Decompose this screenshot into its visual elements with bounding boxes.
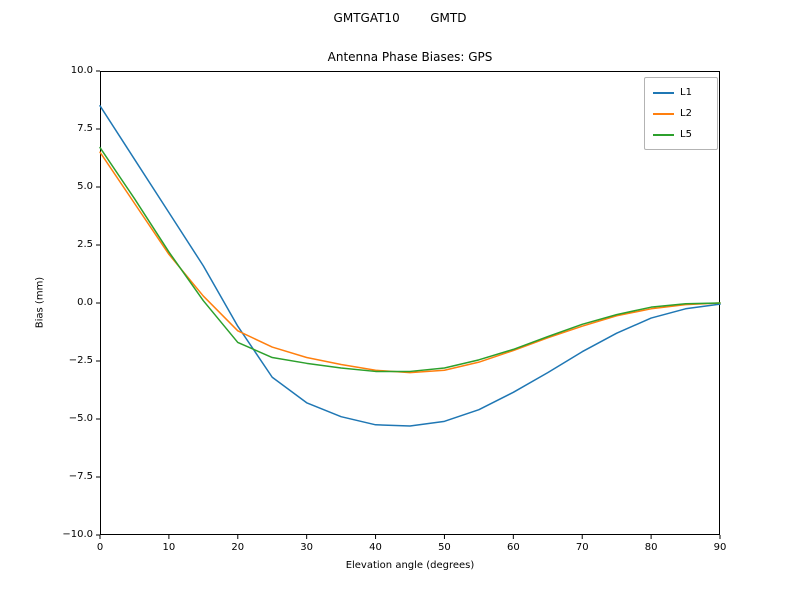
legend-label-l5: L5 bbox=[680, 128, 692, 140]
x-tick-label: 20 bbox=[231, 542, 245, 553]
y-tick-label: −10.0 bbox=[62, 529, 93, 540]
x-tick-label: 50 bbox=[438, 542, 451, 553]
x-tick-label: 0 bbox=[96, 542, 104, 553]
legend-line-swatch-l2 bbox=[653, 112, 674, 115]
figure-suptitle: GMTGAT10 GMTD bbox=[333, 11, 467, 25]
y-tick-label: 7.5 bbox=[77, 123, 93, 134]
series-line-l1 bbox=[99, 105, 721, 427]
y-tick-label: 5.0 bbox=[77, 181, 93, 192]
y-tick-label: 2.5 bbox=[77, 239, 93, 250]
legend-item-l1: L1 bbox=[645, 82, 717, 103]
chart-title: Antenna Phase Biases: GPS bbox=[327, 50, 493, 64]
x-tick-label: 60 bbox=[506, 542, 520, 553]
y-tick-label: 0.0 bbox=[77, 297, 93, 308]
legend-line-swatch-l5 bbox=[653, 133, 674, 136]
x-tick-label: 40 bbox=[369, 542, 382, 553]
y-tick-label: −7.5 bbox=[68, 471, 93, 482]
x-tick-label: 10 bbox=[162, 542, 176, 553]
y-tick-label: −2.5 bbox=[68, 355, 93, 366]
x-tick-label: 90 bbox=[713, 542, 727, 553]
x-tick-label: 70 bbox=[575, 542, 589, 553]
y-tick-label: 10.0 bbox=[70, 65, 93, 76]
axes-frame bbox=[100, 71, 720, 535]
x-tick-label: 30 bbox=[300, 542, 314, 553]
legend-label-l2: L2 bbox=[680, 107, 692, 119]
legend-line-swatch-l1 bbox=[653, 91, 674, 94]
series-line-l5 bbox=[99, 146, 721, 373]
legend-label-l1: L1 bbox=[680, 86, 692, 98]
x-tick-label: 80 bbox=[644, 542, 658, 553]
x-axis-label: Elevation angle (degrees) bbox=[345, 560, 475, 571]
legend-item-l2: L2 bbox=[645, 103, 717, 124]
legend: L1 L2 L5 bbox=[644, 77, 718, 150]
legend-item-l5: L5 bbox=[645, 124, 717, 145]
y-tick-label: −5.0 bbox=[68, 413, 93, 424]
series-line-l2 bbox=[99, 151, 721, 374]
